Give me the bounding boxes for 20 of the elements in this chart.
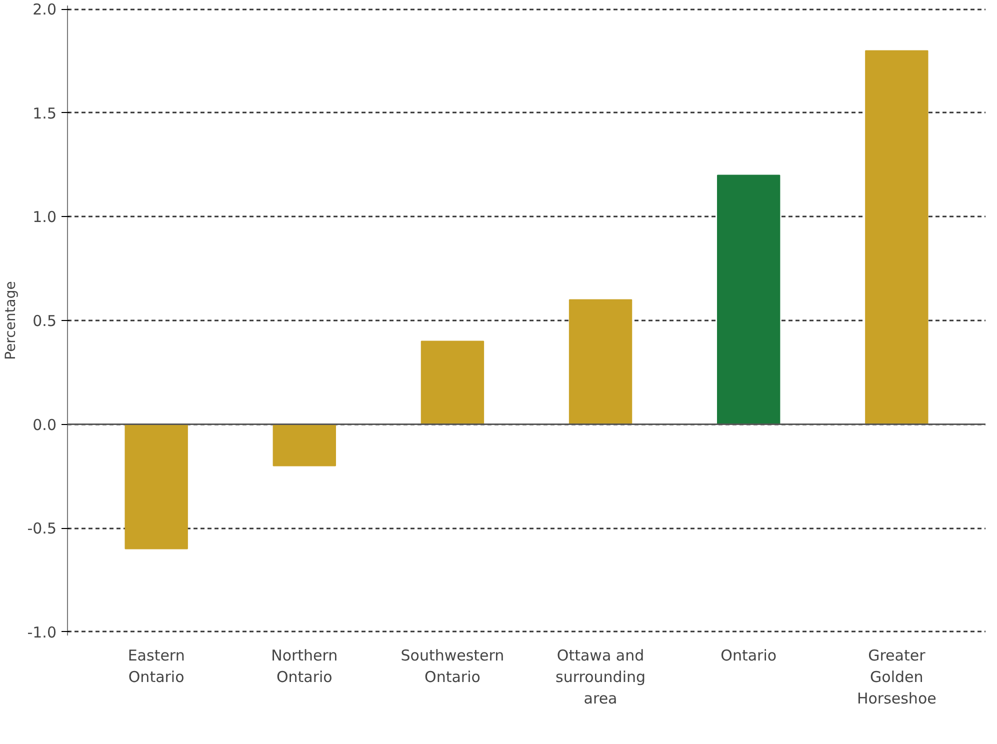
bar (124, 424, 188, 550)
x-tick-label: Ontario (720, 646, 777, 664)
y-tick-label: 1.0 (32, 208, 57, 226)
bar (568, 299, 632, 425)
y-tick-label: 0.0 (32, 416, 57, 434)
y-axis-title: Percentage (3, 281, 20, 360)
y-tick-label: -1.0 (27, 623, 57, 642)
y-tick-label: 0.5 (32, 312, 57, 330)
x-tick-label: Ottawa and surrounding area (556, 646, 646, 708)
bar (272, 424, 336, 466)
x-tick-label: Eastern Ontario (128, 646, 185, 686)
bar (717, 174, 780, 425)
y-tick-label: -0.5 (27, 520, 57, 538)
y-tick-label: 1.5 (32, 104, 57, 122)
bar (420, 340, 484, 425)
y-tick-label: 2.0 (32, 0, 57, 19)
x-tick-label: Northern Ontario (271, 646, 338, 686)
x-tick-label: Southwestern Ontario (400, 646, 504, 686)
x-tick-label: Greater Golden Horseshoe (856, 646, 936, 708)
bar (865, 50, 928, 425)
